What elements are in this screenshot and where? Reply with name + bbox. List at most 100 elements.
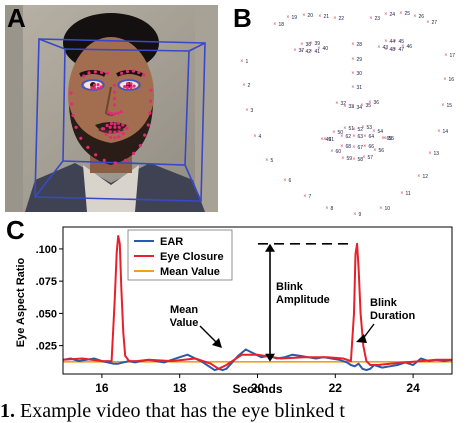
y-tick-label: .100: [36, 244, 57, 256]
arrow-head: [212, 338, 222, 348]
photo-landmark-dot: [102, 158, 106, 162]
landmark-marker: ×: [372, 129, 375, 135]
landmark-marker: ×: [333, 16, 336, 22]
photo-landmark-dot: [149, 99, 153, 103]
landmark-marker: ×: [428, 151, 431, 157]
landmark-marker: ×: [379, 206, 382, 212]
face-photo: [5, 5, 218, 212]
landmark-marker: ×: [353, 212, 356, 216]
landmark-marker: ×: [393, 47, 396, 53]
landmark-marker: ×: [369, 16, 372, 22]
photo-landmark-dot: [71, 113, 75, 117]
landmark-marker: ×: [323, 137, 326, 143]
landmark-id-65: 65: [387, 136, 393, 142]
photo-landmark-dot: [108, 125, 112, 129]
landmark-marker: ×: [401, 44, 404, 50]
landmark-id-10: 10: [385, 206, 391, 212]
landmark-id-29: 29: [357, 57, 363, 63]
photo-landmark-dot: [79, 136, 83, 140]
x-axis-label: Seconds: [232, 382, 282, 396]
landmark-id-30: 30: [357, 71, 363, 77]
photo-landmark-dot: [117, 130, 121, 134]
caption-prefix: 1.: [0, 400, 15, 422]
landmark-id-18: 18: [279, 22, 285, 28]
x-tick-label: 18: [173, 381, 187, 395]
landmark-marker: ×: [362, 155, 365, 161]
landmark-marker: ×: [377, 45, 380, 51]
caption-text: Example video that has the eye blinked t: [20, 400, 345, 422]
landmark-id-3: 3: [251, 108, 254, 114]
photo-landmark-dot: [137, 70, 141, 74]
photo-landmark-dot: [96, 86, 100, 90]
landmark-id-24: 24: [390, 12, 396, 18]
landmark-marker: ×: [343, 126, 346, 132]
ear-chart: 16 18 20 22 24 .025 .050 .075 .100 Seconds Eye Asp…: [15, 226, 453, 396]
photo-landmark-dot: [149, 88, 153, 92]
landmark-marker: ×: [417, 174, 420, 180]
arrow-head: [265, 353, 275, 362]
landmark-marker: ×: [317, 46, 320, 52]
landmark-id-58: 58: [358, 157, 364, 163]
landmark-id-47: 47: [399, 47, 405, 53]
landmark-marker: ×: [303, 194, 306, 200]
panel-label-b: B: [233, 3, 252, 33]
landmark-id-60: 60: [336, 149, 342, 155]
landmark-id-68: 68: [346, 144, 352, 150]
landmark-map: × 1× 2× 3× 4× 5× 6× 7× 8× 9× 10× 11× 12× 13× 14× 15× 16×…: [240, 11, 455, 216]
series-line-ear: [62, 348, 453, 372]
landmark-marker: ×: [400, 191, 403, 197]
landmark-id-2: 2: [248, 83, 251, 89]
landmark-id-51: 51: [349, 126, 355, 132]
landmark-id-48: 48: [390, 47, 396, 53]
photo-landmark-dot: [116, 121, 121, 125]
annotation-mean-value: Mean Value: [170, 304, 199, 329]
x-tick-label: 24: [406, 381, 420, 395]
landmark-marker: ×: [340, 144, 343, 150]
landmark-id-46: 46: [407, 44, 413, 50]
photo-landmark-dot: [125, 82, 130, 86]
photo-landmark-dot: [108, 130, 112, 134]
landmark-marker: ×: [361, 125, 364, 131]
x-tick-label: 16: [95, 381, 109, 395]
landmark-marker: ×: [444, 53, 447, 59]
photo-landmark-dot: [132, 84, 136, 88]
photo-landmark-dot: [109, 112, 113, 116]
landmark-marker: ×: [373, 148, 376, 154]
legend-entry: Mean Value: [160, 266, 220, 278]
landmark-id-5: 5: [271, 158, 274, 164]
photo-landmark-dot: [132, 151, 136, 155]
landmark-id-16: 16: [449, 77, 455, 83]
annotation-blink-amplitude: Blink Amplitude: [276, 281, 330, 306]
photo-landmark-dot: [92, 83, 97, 87]
photo-landmark-dot: [129, 82, 133, 86]
photo-landmark-dot: [70, 102, 74, 106]
arrow-head: [265, 243, 275, 252]
landmark-marker: ×: [352, 145, 355, 151]
landmark-marker: ×: [242, 83, 245, 89]
landmark-id-54: 54: [378, 129, 384, 135]
legend-entry: EAR: [160, 236, 183, 248]
landmark-marker: ×: [368, 100, 371, 106]
photo-landmark-dot: [113, 130, 117, 134]
legend-entry: Eye Closure: [160, 251, 224, 263]
landmark-id-21: 21: [324, 14, 330, 20]
photo-landmark-dot: [109, 122, 113, 126]
y-axis-label: Eye Aspect Ratio: [15, 257, 27, 347]
landmark-marker: ×: [273, 22, 276, 28]
landmark-marker: ×: [437, 129, 440, 135]
photo-landmark-dot: [109, 135, 113, 139]
landmark-marker: ×: [426, 20, 429, 26]
photo-landmark-dot: [116, 111, 120, 115]
series-line-eye-closure: [62, 235, 452, 370]
landmark-marker: ×: [240, 59, 243, 65]
y-tick-label: .025: [36, 341, 57, 353]
photo-landmark-dot: [113, 122, 117, 126]
photo-landmark-dot: [100, 70, 104, 74]
photo-landmark-dot: [120, 71, 124, 75]
landmark-id-11: 11: [406, 191, 411, 197]
landmark-id-22: 22: [339, 16, 345, 22]
photo-landmark-dot: [93, 70, 97, 74]
landmark-marker: ×: [335, 101, 338, 107]
landmark-id-67: 67: [358, 145, 364, 151]
landmark-marker: ×: [283, 178, 286, 184]
